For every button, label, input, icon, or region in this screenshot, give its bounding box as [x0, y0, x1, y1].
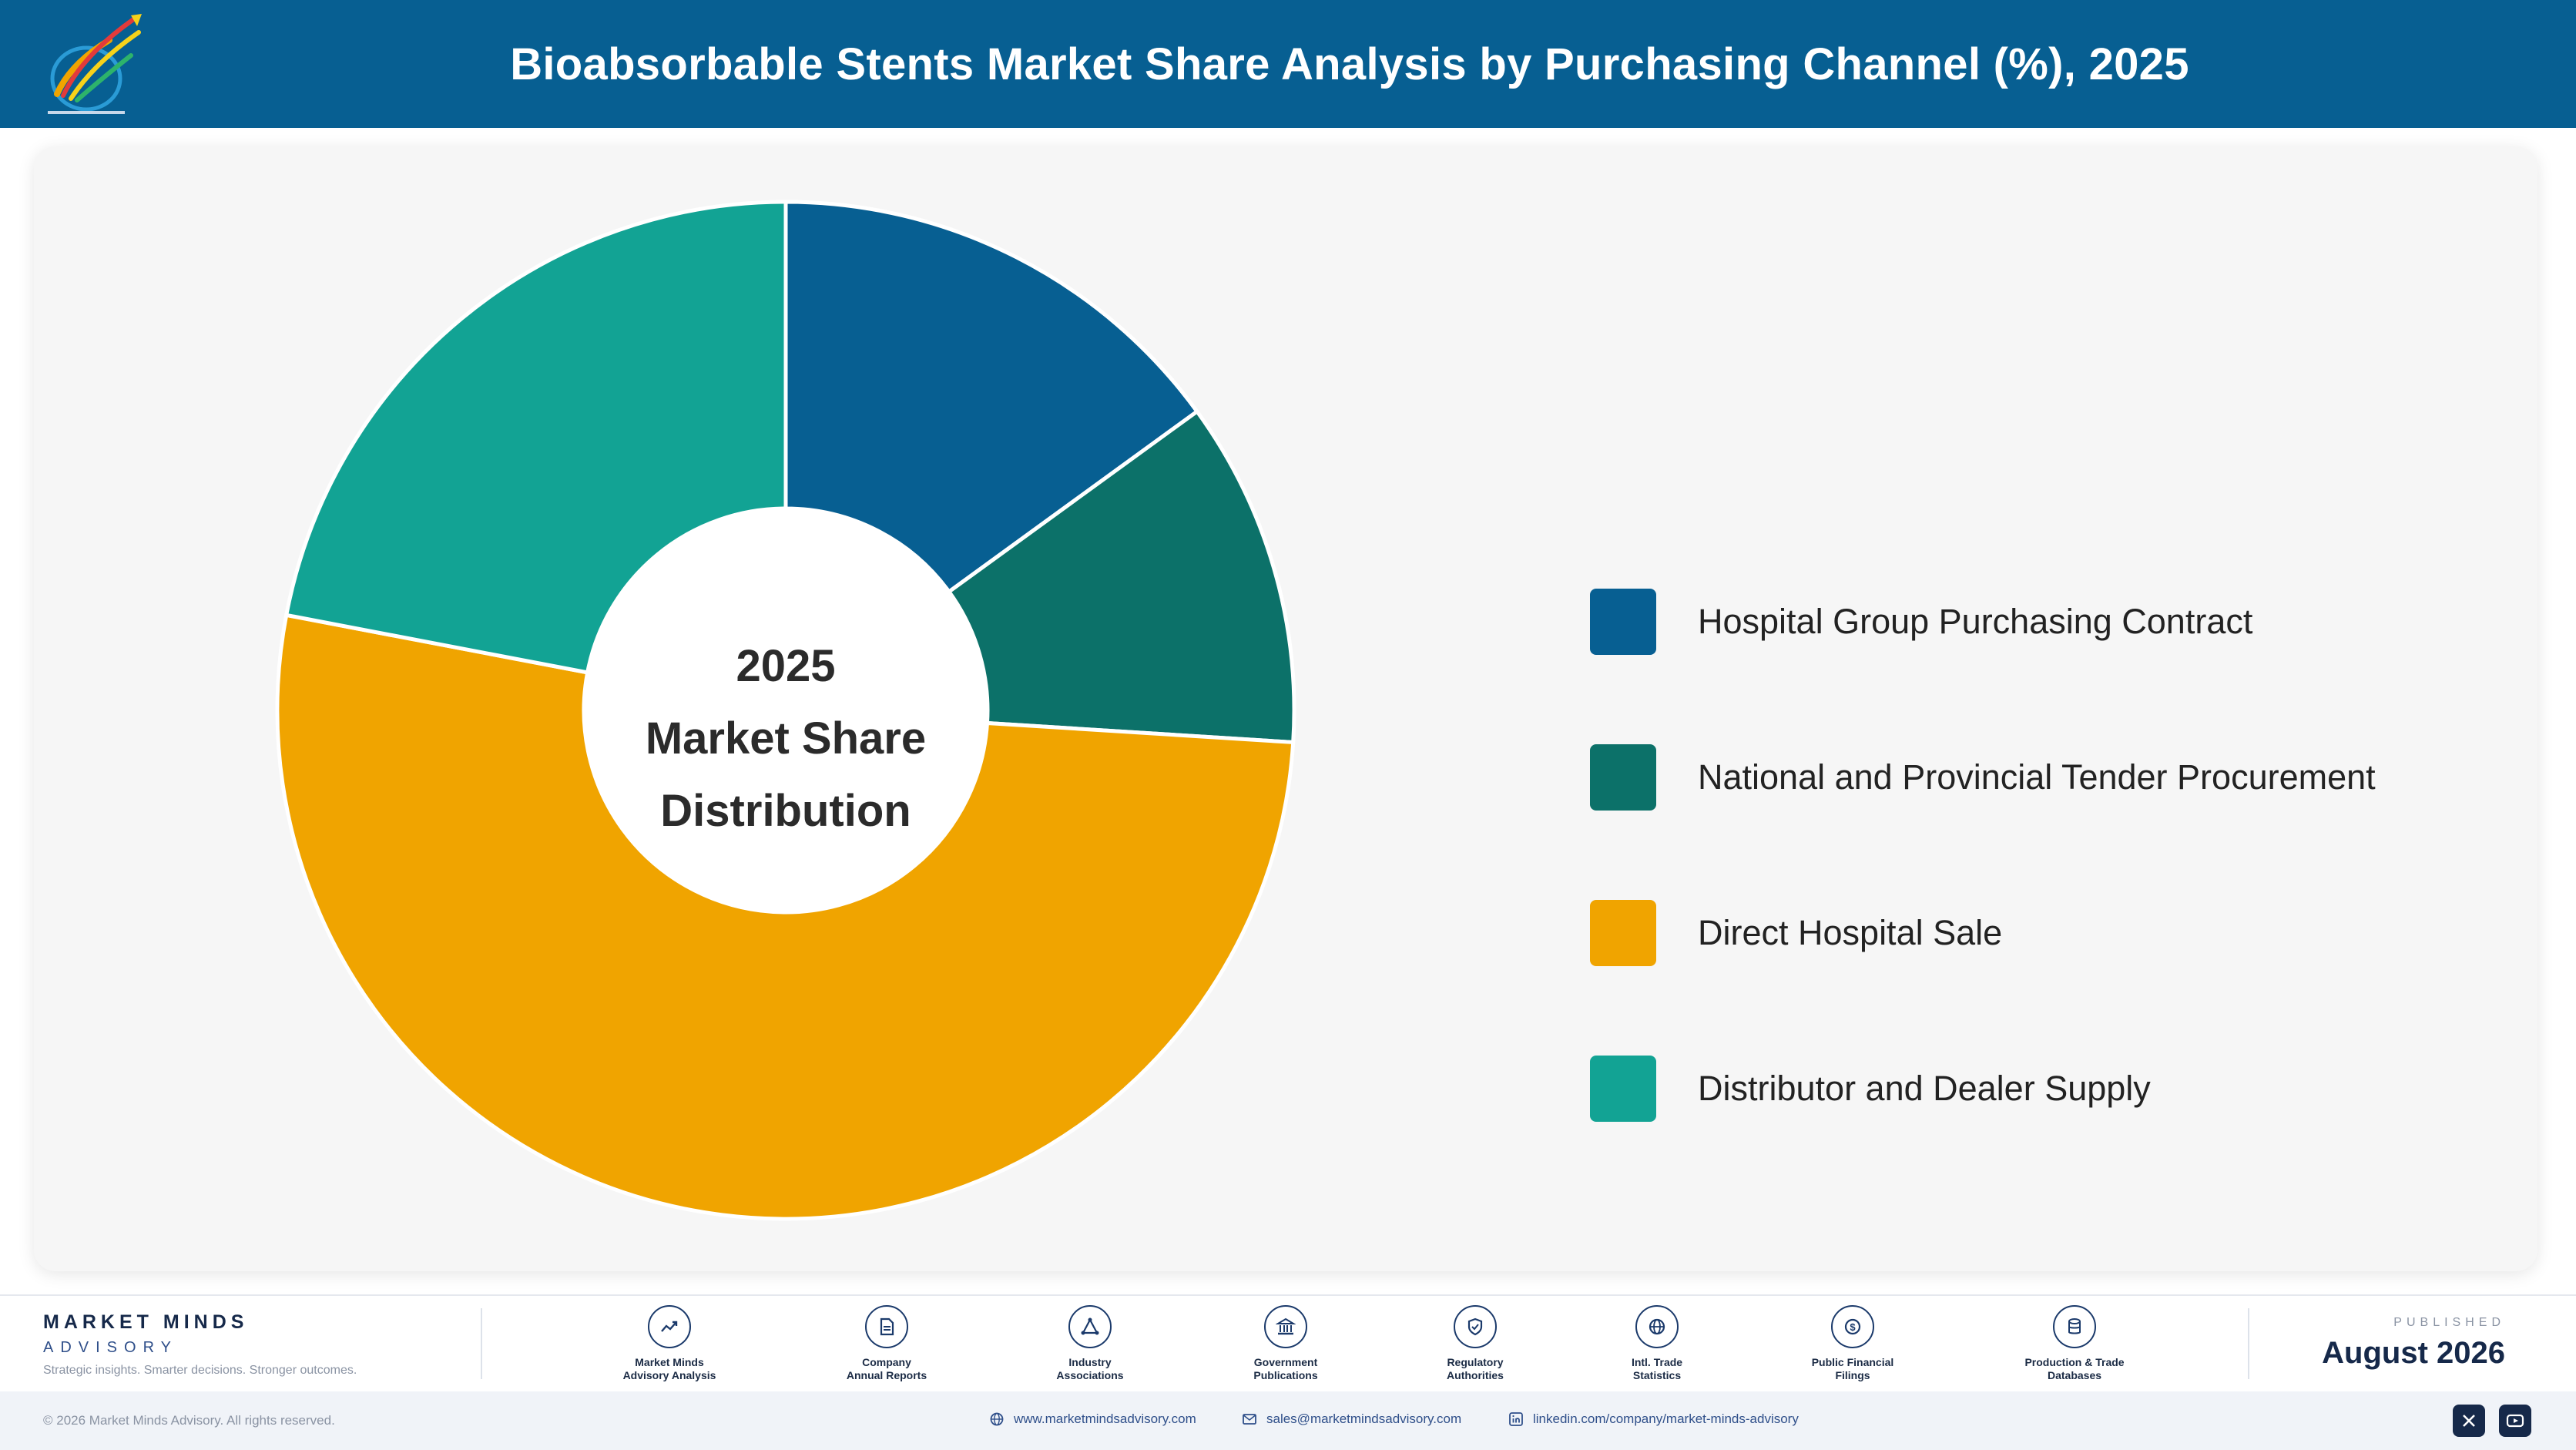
trend-icon: [648, 1305, 691, 1348]
legend-label: Hospital Group Purchasing Contract: [1698, 602, 2253, 641]
brand-sub: ADVISORY: [43, 1339, 178, 1356]
source-trade-databases: Production & Trade Databases: [2005, 1305, 2144, 1382]
linkedin-text: linkedin.com/company/market-minds-adviso…: [1533, 1411, 1799, 1426]
source-line2: Authorities: [1447, 1369, 1504, 1381]
page-title: Bioabsorbable Stents Market Share Analys…: [510, 39, 2189, 89]
mail-icon: [1243, 1414, 1256, 1425]
center-label-line: 2025: [736, 641, 835, 691]
source-line1: Industry: [1068, 1356, 1112, 1368]
center-label-line: Market Share: [646, 713, 926, 764]
legend-swatch: [1590, 744, 1656, 811]
source-line1: Regulatory: [1447, 1356, 1504, 1368]
brand-name: MARKET MINDS: [43, 1311, 249, 1333]
source-line1: Market Minds: [635, 1356, 704, 1368]
chart-card: 2025 Market Share Distribution Hospital Gr…: [34, 146, 2537, 1271]
source-line1: Public Financial: [1811, 1356, 1894, 1368]
legend-swatch: [1590, 1056, 1656, 1122]
source-line2: Filings: [1835, 1369, 1870, 1381]
legend-item: Hospital Group Purchasing Contract: [1590, 589, 2252, 655]
legend-item: Distributor and Dealer Supply: [1590, 1056, 2151, 1122]
svg-text:$: $: [1850, 1321, 1856, 1333]
legend-item: Direct Hospital Sale: [1590, 900, 2002, 966]
legend-label: National and Provincial Tender Procureme…: [1698, 757, 2376, 797]
globe-icon: [990, 1412, 1004, 1426]
source-trade-statistics: Intl. Trade Statistics: [1588, 1305, 1726, 1382]
source-line2: Annual Reports: [846, 1369, 927, 1381]
source-line1: Government: [1253, 1356, 1318, 1368]
rocket-logo-icon: [48, 14, 142, 114]
legend-swatch: [1590, 589, 1656, 655]
source-line2: Publications: [1253, 1369, 1318, 1381]
source-financial-filings: $ Public Financial Filings: [1783, 1305, 1922, 1382]
website-text: www.marketmindsadvisory.com: [1014, 1411, 1196, 1426]
document-icon: [865, 1305, 908, 1348]
dollar-icon: $: [1831, 1305, 1874, 1348]
legend-swatch: [1590, 900, 1656, 966]
footer-divider: [2248, 1308, 2249, 1379]
database-icon: [2053, 1305, 2096, 1348]
published-label: PUBLISHED: [2393, 1316, 2505, 1329]
legend-label: Distributor and Dealer Supply: [1698, 1069, 2151, 1108]
legend-item: National and Provincial Tender Procureme…: [1590, 744, 2376, 811]
website-link[interactable]: www.marketmindsadvisory.com: [989, 1411, 1196, 1427]
source-line1: Intl. Trade: [1631, 1356, 1683, 1368]
source-line2: Statistics: [1632, 1369, 1682, 1381]
footer-divider: [481, 1308, 482, 1379]
network-icon: [1068, 1305, 1112, 1348]
legend-label: Direct Hospital Sale: [1698, 913, 2003, 952]
globe-icon: [1635, 1305, 1679, 1348]
bottom-bar: © 2026 Market Minds Advisory. All rights…: [0, 1391, 2576, 1450]
brand-tagline: Strategic insights. Smarter decisions. S…: [43, 1364, 357, 1377]
source-line1: Company: [862, 1356, 911, 1368]
source-annual-reports: Company Annual Reports: [817, 1305, 956, 1382]
donut-hole: [584, 509, 988, 912]
x-icon[interactable]: [2453, 1405, 2485, 1437]
linkedin-link[interactable]: linkedin.com/company/market-minds-adviso…: [1508, 1411, 1799, 1427]
published-date: August 2026: [2322, 1336, 2505, 1370]
youtube-icon[interactable]: [2499, 1405, 2531, 1437]
center-label-line: Distribution: [660, 786, 911, 836]
email-text: sales@marketmindsadvisory.com: [1266, 1411, 1462, 1426]
source-regulatory-authorities: Regulatory Authorities: [1406, 1305, 1545, 1382]
source-line2: Associations: [1056, 1369, 1124, 1381]
bank-icon: [1264, 1305, 1307, 1348]
header-bar: Bioabsorbable Stents Market Share Analys…: [0, 0, 2576, 128]
email-link[interactable]: sales@marketmindsadvisory.com: [1242, 1411, 1461, 1427]
source-line2: Databases: [2047, 1369, 2102, 1381]
linkedin-icon: [1509, 1412, 1523, 1426]
shield-icon: [1454, 1305, 1497, 1348]
source-government-publications: Government Publications: [1216, 1305, 1355, 1382]
source-line2: Advisory Analysis: [622, 1369, 716, 1381]
source-line1: Production & Trade: [2024, 1356, 2125, 1368]
source-industry-associations: Industry Associations: [1021, 1305, 1159, 1382]
copyright: © 2026 Market Minds Advisory. All rights…: [43, 1413, 335, 1428]
footer: MARKET MINDS ADVISORY Strategic insights…: [0, 1294, 2576, 1393]
donut-chart: 2025 Market Share Distribution: [275, 200, 1296, 1221]
source-advisory-analysis: Market Minds Advisory Analysis: [600, 1305, 739, 1382]
